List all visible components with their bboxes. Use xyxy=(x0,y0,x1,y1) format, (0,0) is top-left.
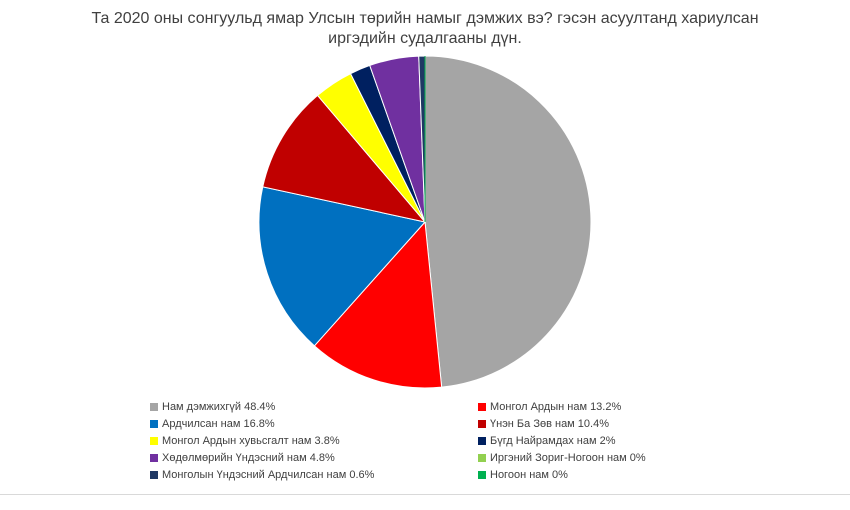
legend-label-6: Хөдөлмөрийн Үндэсний нам 4.8% xyxy=(162,452,335,464)
pie-slice-2 xyxy=(258,186,426,347)
bottom-divider xyxy=(0,494,850,495)
legend-swatch-5 xyxy=(478,437,486,445)
legend-item-0: Нам дэмжихгүй 48.4% xyxy=(150,400,478,414)
legend-swatch-7 xyxy=(478,454,486,462)
legend-label-7: Иргэний Зориг-Ногоон нам 0% xyxy=(490,452,646,464)
legend-label-0: Нам дэмжихгүй 48.4% xyxy=(162,401,276,413)
legend-swatch-6 xyxy=(150,454,158,462)
legend-label-5: Бүгд Найрамдах нам 2% xyxy=(490,435,616,447)
legend-item-5: Бүгд Найрамдах нам 2% xyxy=(478,434,710,448)
legend-item-4: Монгол Ардын хувьсгалт нам 3.8% xyxy=(150,434,478,448)
pie-slice-0 xyxy=(424,55,592,388)
legend-swatch-9 xyxy=(478,471,486,479)
legend-item-7: Иргэний Зориг-Ногоон нам 0% xyxy=(478,451,710,465)
pie-chart xyxy=(258,55,592,389)
legend-swatch-2 xyxy=(150,420,158,428)
legend-swatch-1 xyxy=(478,403,486,411)
legend-label-3: Үнэн Ба Зөв нам 10.4% xyxy=(490,418,609,430)
legend-item-8: Монголын Үндэсний Ардчилсан нам 0.6% xyxy=(150,468,478,482)
legend-item-2: Ардчилсан нам 16.8% xyxy=(150,417,478,431)
chart-title: Та 2020 оны сонгуульд ямар Улсын төрийн … xyxy=(91,10,759,47)
legend-swatch-8 xyxy=(150,471,158,479)
legend-swatch-0 xyxy=(150,403,158,411)
legend-item-9: Ногоон нам 0% xyxy=(478,468,710,482)
legend-label-8: Монголын Үндэсний Ардчилсан нам 0.6% xyxy=(162,469,375,481)
pie-slice-3 xyxy=(262,94,427,223)
chart-legend: Нам дэмжихгүй 48.4% Монгол Ардын нам 13.2… xyxy=(150,400,710,482)
legend-label-9: Ногоон нам 0% xyxy=(490,469,568,481)
legend-swatch-3 xyxy=(478,420,486,428)
legend-item-6: Хөдөлмөрийн Үндэсний нам 4.8% xyxy=(150,451,478,465)
legend-item-1: Монгол Ардын нам 13.2% xyxy=(478,400,710,414)
legend-item-3: Үнэн Ба Зөв нам 10.4% xyxy=(478,417,710,431)
legend-swatch-4 xyxy=(150,437,158,445)
pie-slice-1 xyxy=(313,220,443,389)
legend-label-2: Ардчилсан нам 16.8% xyxy=(162,418,275,430)
legend-label-4: Монгол Ардын хувьсгалт нам 3.8% xyxy=(162,435,340,447)
legend-label-1: Монгол Ардын нам 13.2% xyxy=(490,401,622,413)
